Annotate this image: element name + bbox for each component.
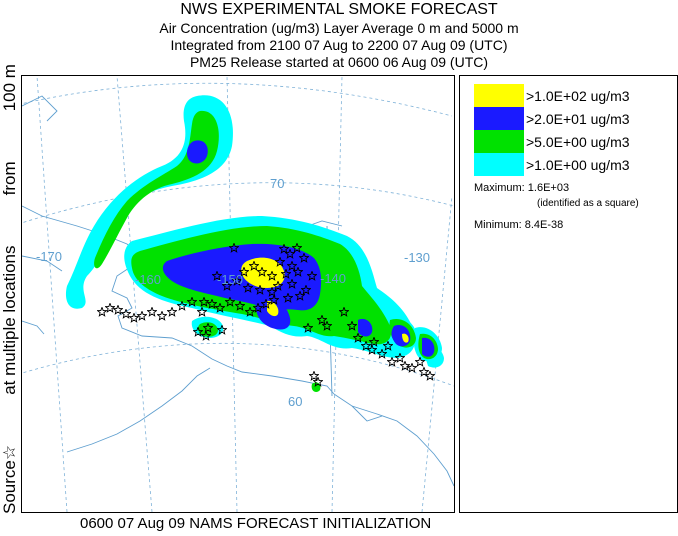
legend-label: >1.0E+02 ug/m3	[526, 87, 630, 104]
legend-item: >2.0E+01 ug/m3	[474, 107, 630, 130]
source-star-marker	[137, 311, 147, 321]
legend-panel: >1.0E+02 ug/m3 >2.0E+01 ug/m3 >5.0E+00 u…	[459, 75, 678, 513]
source-star-marker	[147, 307, 157, 317]
side-label-source: Source	[0, 460, 19, 514]
lon-label-130: -130	[404, 250, 430, 265]
legend-item: >1.0E+02 ug/m3	[474, 84, 630, 107]
source-star-marker	[97, 307, 107, 317]
lon-label-160: -160	[135, 272, 161, 287]
maximum-note: (identified as a square)	[537, 198, 639, 209]
coordinate-labels: -170 -160 -150 -140 -130 70 60	[36, 176, 430, 409]
source-star-marker	[157, 311, 167, 321]
legend-swatch	[474, 107, 524, 130]
forecast-initialization: 0600 07 Aug 09 NAMS FORECAST INITIALIZAT…	[80, 515, 432, 532]
maximum-value: Maximum: 1.6E+03	[474, 182, 570, 194]
source-side-label: Source☆ at multiple locations from 100 m	[0, 64, 21, 514]
source-star-icon: ☆	[0, 444, 19, 461]
chart-title: NWS EXPERIMENTAL SMOKE FORECAST	[180, 1, 498, 18]
side-label-height: 100 m	[0, 64, 19, 112]
legend-item: >1.0E+00 ug/m3	[474, 153, 630, 176]
side-label-from: from	[0, 161, 19, 196]
side-label-source-group: Source☆	[0, 445, 20, 514]
smoke-map: -170 -160 -150 -140 -130 70 60	[21, 75, 455, 513]
subtitle-release-start: PM25 Release started at 0600 06 Aug 09 (…	[189, 54, 489, 70]
legend-label: >2.0E+01 ug/m3	[526, 110, 630, 127]
lon-label-170: -170	[36, 249, 62, 264]
lon-label-150: -150	[217, 272, 243, 287]
legend-swatch	[474, 130, 524, 153]
lon-label-140: -140	[320, 271, 346, 286]
lat-label-60: 60	[288, 394, 302, 409]
side-label-locations: at multiple locations	[0, 245, 19, 395]
lat-label-70: 70	[270, 176, 284, 191]
legend-swatch	[474, 153, 524, 176]
source-star-marker	[167, 307, 177, 317]
source-star-marker	[387, 357, 397, 367]
smoke-plumes	[65, 95, 444, 392]
source-star-marker	[400, 361, 410, 371]
map-canvas: -170 -160 -150 -140 -130 70 60	[22, 76, 454, 512]
subtitle-integration-period: Integrated from 2100 07 Aug to 2200 07 A…	[170, 37, 508, 53]
legend-swatch	[474, 84, 524, 107]
subtitle-concentration: Air Concentration (ug/m3) Layer Average …	[159, 20, 519, 36]
legend-item: >5.0E+00 ug/m3	[474, 130, 630, 153]
minimum-value: Minimum: 8.4E-38	[474, 219, 564, 231]
legend-label: >1.0E+00 ug/m3	[526, 156, 630, 173]
plume-level-100	[241, 257, 409, 343]
legend-label: >5.0E+00 ug/m3	[526, 133, 630, 150]
